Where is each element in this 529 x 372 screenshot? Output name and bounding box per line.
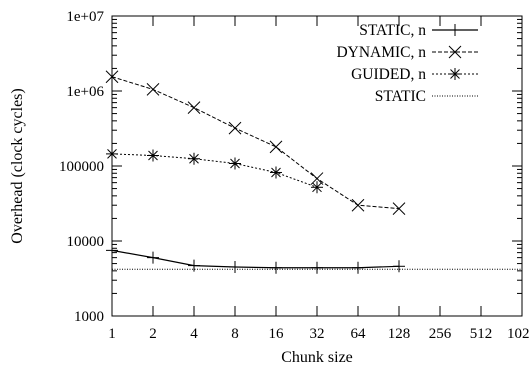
legend-label: STATIC, n [359,22,426,39]
y-tick-label: 10000 [67,234,105,250]
series-line [111,249,400,269]
series-2 [105,70,406,216]
y-tick-label: 100000 [59,159,104,175]
x-tick-label: 256 [429,326,452,342]
x-tick-label: 1024 [507,326,529,342]
x-tick-label: 16 [269,326,285,342]
x-tick-label: 128 [388,326,411,342]
legend: STATIC, n DYNAMIC, n GUIDED, n STATIC [336,22,478,105]
series-point [189,153,199,164]
legend-label: GUIDED, n [351,66,426,83]
series-point [146,83,160,96]
y-tick-label: 1000 [74,309,104,325]
x-tick-label: 2 [149,326,157,342]
series-point [187,101,201,114]
series-point [351,198,365,212]
y-tick-label: 1e+06 [66,84,104,100]
series-line [111,153,318,188]
x-tick-label: 64 [351,326,367,342]
series-line [111,76,400,210]
x-axis-label: Chunk size [281,349,353,366]
x-tick-label: 32 [310,326,325,342]
series-point [107,149,117,159]
series-1 [106,244,405,274]
series-point [148,150,158,161]
series-point [269,140,283,154]
series-point [392,202,406,216]
x-tick-label: 4 [190,326,198,342]
x-tick-label: 8 [231,326,239,342]
series-group [105,70,522,274]
series-3 [106,147,323,194]
series-point [228,121,242,135]
x-tick-label: 512 [470,326,493,342]
series-point [271,167,281,178]
legend-swatch-marker [448,45,462,59]
series-point [230,158,240,169]
series-point [105,70,119,84]
axes: 1000 10000 100000 1e+06 1e+07 1 2 4 8 16 32 64 128 25… [59,9,529,342]
legend-swatch-marker [450,69,460,79]
series-point [310,172,324,185]
y-axis-label: Overhead (clock cycles) [9,88,26,243]
y-tick-label: 1e+07 [66,9,104,25]
series-point [312,182,322,193]
legend-label: STATIC [375,88,426,105]
legend-label: DYNAMIC, n [336,44,426,61]
x-tick-label: 1 [108,326,116,342]
